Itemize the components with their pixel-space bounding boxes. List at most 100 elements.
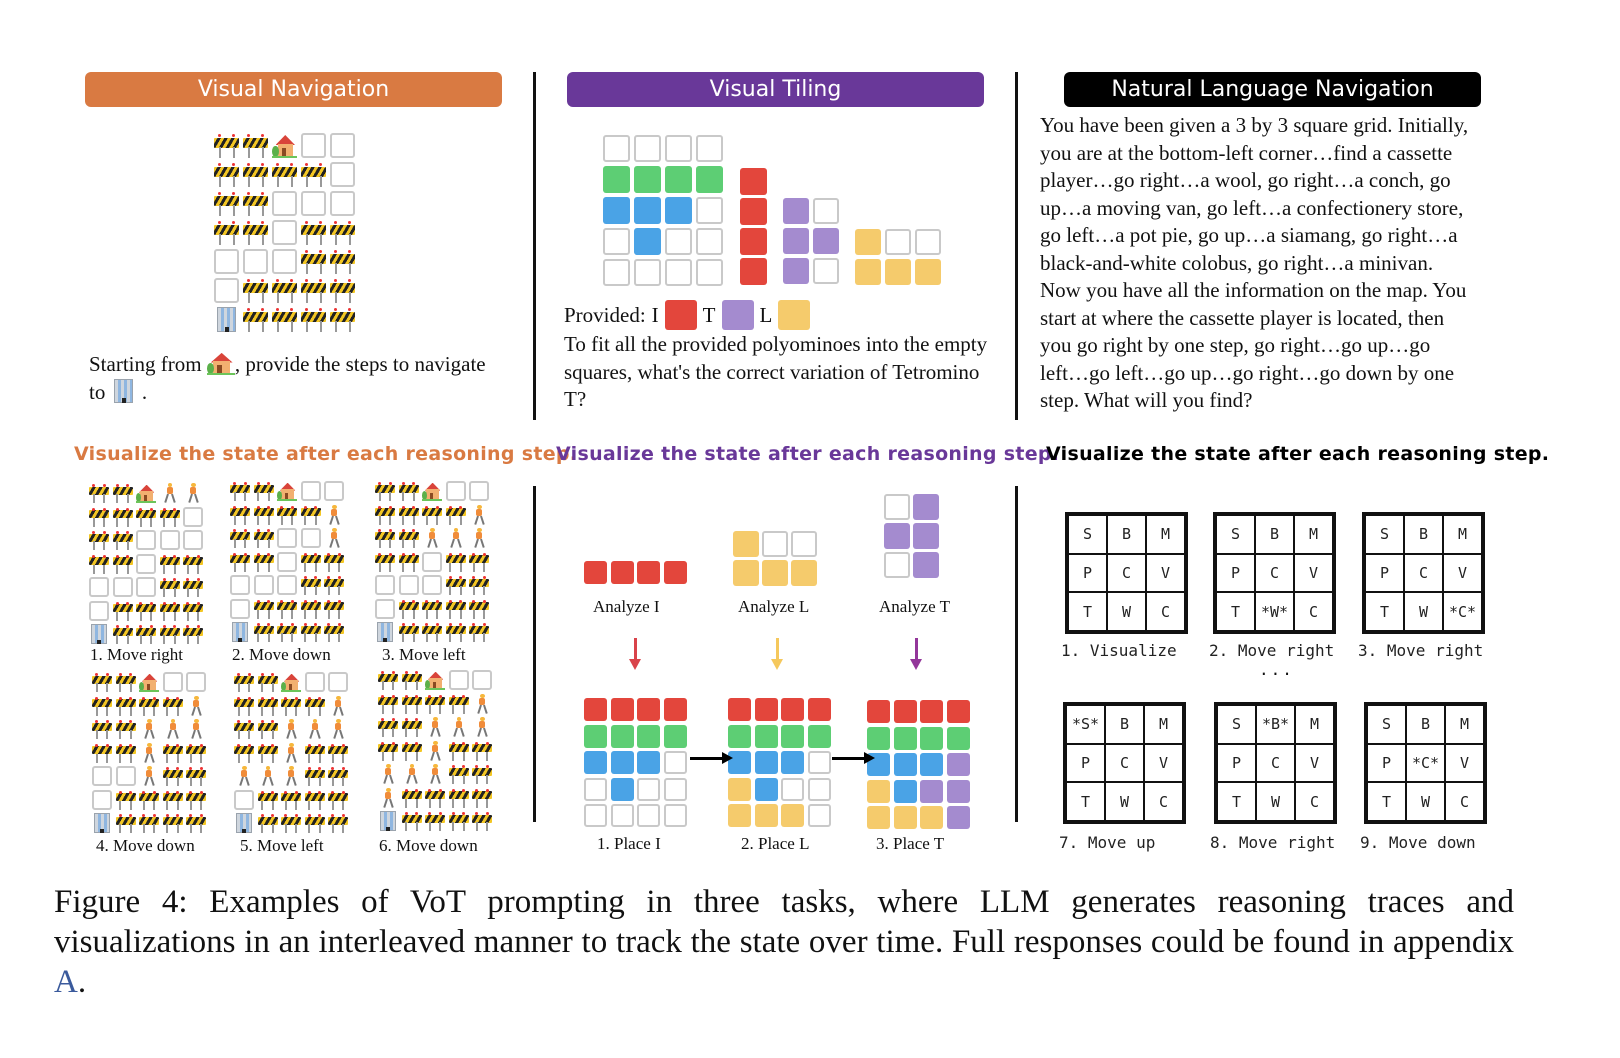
filled-tile <box>893 700 917 723</box>
down-arrow-icon <box>771 638 783 670</box>
grid-cell: T <box>1068 592 1107 631</box>
person-walking-icon <box>163 719 183 739</box>
barrier-icon <box>281 696 301 716</box>
empty-tile <box>584 777 607 801</box>
prompt-line: step. What will you find? <box>1040 388 1253 412</box>
barrier-icon <box>448 694 469 714</box>
barrier-icon <box>257 813 278 833</box>
barrier-icon <box>186 813 206 833</box>
divider <box>1015 486 1018 822</box>
prompt-line: left…go left…go up…go right…go down by o… <box>1040 360 1455 385</box>
grid-cell: W <box>1406 782 1445 821</box>
grid-cell: B <box>1107 515 1146 554</box>
person-walking-icon <box>281 719 301 739</box>
empty-tile <box>665 259 692 286</box>
barrier-icon <box>112 507 133 527</box>
empty-tile <box>781 777 804 801</box>
barrier-icon <box>472 741 492 761</box>
barrier-icon <box>304 813 325 833</box>
person-walking-icon <box>281 766 301 786</box>
barrier-icon <box>257 743 278 763</box>
barrier-icon <box>257 790 278 810</box>
grid-cell: *B* <box>1256 705 1295 744</box>
filled-tile <box>663 724 687 748</box>
provided-name: I <box>651 303 659 327</box>
barrier-icon <box>139 790 159 810</box>
barrier-icon <box>115 696 136 716</box>
barrier-icon <box>253 481 274 501</box>
barrier-icon <box>448 788 469 808</box>
appendix-link[interactable]: A <box>54 964 78 1000</box>
tiling-question: To fit all the provided polyominoes into… <box>564 332 988 411</box>
barrier-icon <box>300 552 321 572</box>
grid-cell: T <box>1217 782 1256 821</box>
grid-cell: P <box>1068 553 1107 593</box>
filled-tile <box>728 777 751 801</box>
empty-tile <box>696 197 723 224</box>
filled-tile <box>920 779 943 803</box>
right-arrow-icon <box>690 752 733 764</box>
person-walking-icon <box>305 719 325 739</box>
filled-tile <box>754 698 778 721</box>
filled-tile <box>610 751 634 774</box>
office-building-icon <box>92 813 112 833</box>
person-walking-icon <box>425 740 445 761</box>
empty-cell <box>214 278 239 303</box>
grid-cell: C <box>1294 592 1333 631</box>
grid-cell: *W* <box>1255 592 1294 631</box>
barrier-icon <box>300 575 321 595</box>
barrier-icon <box>328 743 348 763</box>
barrier-icon <box>230 505 250 525</box>
barrier-icon <box>301 307 326 332</box>
house-with-garden-icon <box>136 483 156 503</box>
empty-cell <box>234 789 254 810</box>
grid-cell: P <box>1217 743 1256 783</box>
filled-tile <box>634 166 661 193</box>
filled-tile <box>946 753 970 776</box>
filled-tile <box>728 804 751 827</box>
prompt-line: you are at the bottom-left corner…find a… <box>1040 140 1453 165</box>
barrier-icon <box>281 790 301 810</box>
empty-tile <box>915 229 941 255</box>
filled-tile <box>920 753 943 776</box>
barrier-icon <box>301 278 326 303</box>
down-arrow-icon <box>629 638 641 670</box>
barrier-icon <box>253 622 274 642</box>
person-walking-icon <box>234 766 254 786</box>
down-arrow-icon <box>910 638 922 670</box>
filled-tile <box>855 259 881 285</box>
empty-cell <box>230 575 250 595</box>
filled-tile <box>740 228 767 255</box>
barrier-icon <box>422 599 442 619</box>
barrier-icon <box>277 599 297 619</box>
barrier-icon <box>136 507 156 527</box>
empty-cell <box>330 133 355 158</box>
barrier-icon <box>92 672 112 692</box>
person-walking-icon <box>422 528 442 548</box>
barrier-icon <box>425 788 445 808</box>
barrier-icon <box>253 505 274 525</box>
empty-cell <box>324 481 344 501</box>
nl-grid: S B M P *C* V T W C <box>1364 702 1487 824</box>
empty-cell <box>472 670 492 690</box>
empty-cell <box>92 789 112 810</box>
person-walking-icon <box>378 764 398 784</box>
empty-cell <box>301 133 326 158</box>
empty-cell <box>422 551 442 572</box>
empty-cell <box>422 575 442 595</box>
office-building-icon <box>230 622 250 642</box>
navigation-question: Starting from , provide the steps to nav… <box>89 350 529 406</box>
grid-cell: S <box>1367 705 1406 744</box>
filled-tile <box>665 197 692 224</box>
barrier-icon <box>277 505 297 525</box>
house-with-garden-icon <box>139 672 159 692</box>
office-building-icon <box>234 813 254 833</box>
prompt-line: black-and-white colobus, go right…a mini… <box>1040 250 1434 275</box>
person-walking-icon <box>324 504 344 525</box>
person-walking-icon <box>328 719 348 739</box>
prompt-line: you go right by one step, go right…go up… <box>1040 333 1431 357</box>
person-walking-icon <box>472 693 492 714</box>
grid-cell: W <box>1404 592 1443 631</box>
barrier-icon <box>469 575 489 595</box>
filled-tile <box>584 561 607 584</box>
